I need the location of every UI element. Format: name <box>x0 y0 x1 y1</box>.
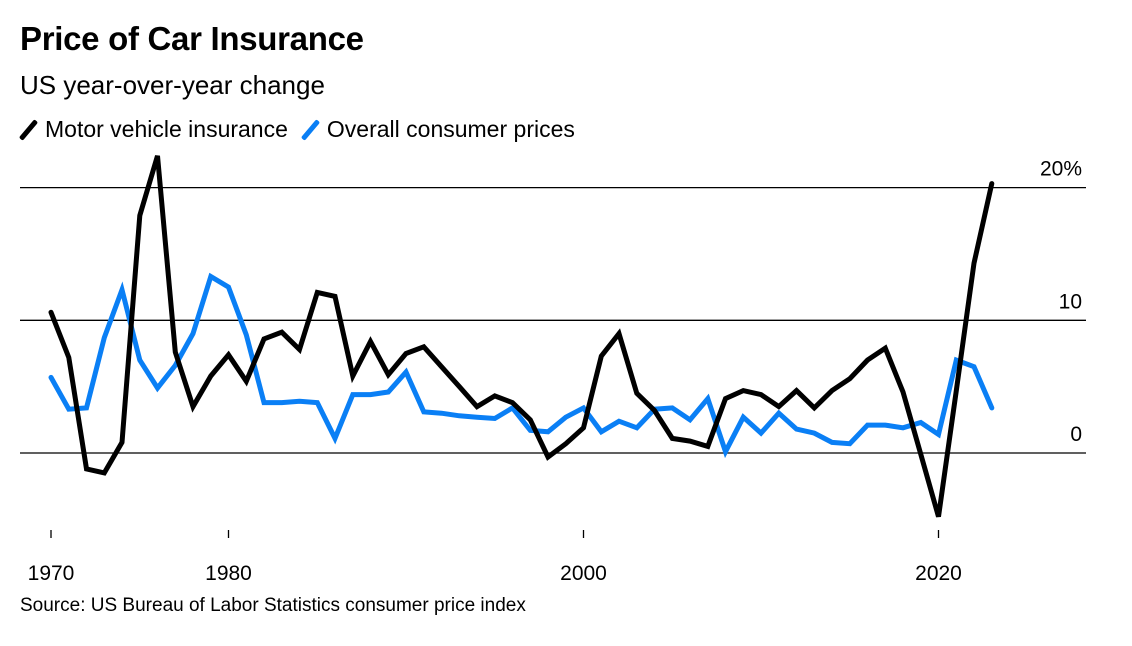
legend-label-cpi: Overall consumer prices <box>326 116 575 142</box>
y-tick-label: 20% <box>1040 158 1082 181</box>
x-tick-label: 2020 <box>915 562 962 585</box>
x-tick-label: 2000 <box>560 562 607 585</box>
source-note: Source: US Bureau of Labor Statistics co… <box>20 595 526 616</box>
x-tick-label: 1970 <box>28 562 75 585</box>
y-tick-label: 0 <box>1070 423 1082 446</box>
y-tick-label: 10 <box>1059 290 1082 313</box>
legend-item-insurance: Motor vehicle insurance <box>18 116 288 143</box>
legend: Motor vehicle insurance Overall consumer… <box>18 116 589 143</box>
series-line-overall-consumer-prices <box>48 272 995 459</box>
legend-item-cpi: Overall consumer prices <box>300 116 575 143</box>
x-tick-label: 1980 <box>205 562 252 585</box>
legend-label-insurance: Motor vehicle insurance <box>45 116 288 142</box>
chart-title: Price of Car Insurance <box>20 20 364 57</box>
series-line-motor-vehicle-insurance <box>48 155 995 518</box>
chart-subtitle: US year-over-year change <box>20 70 325 100</box>
